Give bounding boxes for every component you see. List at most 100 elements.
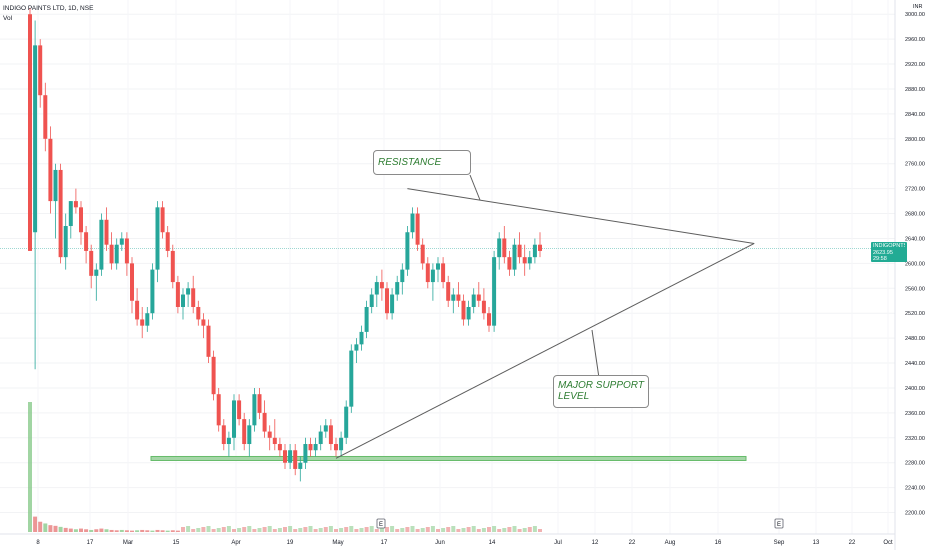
volume-label: Vol (3, 15, 13, 22)
support-annotation[interactable]: MAJOR SUPPORT LEVEL (553, 375, 649, 408)
candle-body (196, 306, 201, 320)
volume-bar (318, 528, 323, 532)
time-tick-label: 22 (629, 540, 636, 546)
time-tick-label: Aug (665, 540, 676, 546)
candle-body (109, 244, 114, 264)
candle-body (364, 306, 369, 332)
price-tick-label: 2200.00 (905, 511, 925, 517)
volume-bar (502, 528, 507, 532)
volume-bar (135, 530, 140, 532)
candle-body (400, 269, 405, 283)
candle-body (33, 45, 38, 233)
volume-bar (339, 528, 344, 532)
volume-bar (436, 529, 440, 532)
time-tick-label: 15 (173, 540, 180, 546)
candle-body (135, 300, 140, 320)
price-tick-label: 2840.00 (905, 112, 925, 118)
time-tick-label: Oct (883, 540, 893, 546)
price-tick-label: 2520.00 (905, 311, 925, 317)
candle-body (410, 213, 415, 233)
candle-body (476, 294, 481, 301)
volume-bar (232, 529, 236, 532)
candle-body (471, 294, 476, 307)
candle-body (430, 269, 435, 283)
candle-body (68, 201, 73, 227)
candle-body (354, 344, 359, 351)
volume-bar (441, 528, 446, 532)
candle-body (252, 394, 257, 426)
volume-bar (512, 526, 517, 532)
volume-bar (242, 527, 247, 532)
volume-bar (89, 529, 94, 532)
candle-body (481, 300, 486, 314)
candle-body (298, 462, 303, 469)
resistance-trend-line (407, 188, 755, 244)
candles (28, 8, 542, 482)
volume-bar (400, 528, 405, 532)
candle-body (150, 269, 155, 314)
resistance-annotation[interactable]: RESISTANCE (373, 150, 471, 175)
volume-bar (328, 526, 333, 532)
volume-bar (28, 402, 32, 532)
candle-body (216, 394, 221, 426)
volume-bar (481, 528, 486, 532)
volume-bar (395, 529, 400, 532)
candle-body (339, 437, 344, 451)
candle-body (522, 257, 527, 264)
volume-bar (451, 526, 456, 532)
candle-body (446, 282, 451, 301)
candle-body (257, 394, 262, 413)
candle-body (532, 244, 537, 258)
volume-bar (364, 527, 369, 532)
volume-bar (262, 527, 267, 532)
price-tick-label: 2400.00 (905, 386, 925, 392)
volume-bar (277, 528, 282, 532)
volume-bar (344, 527, 349, 532)
candle-body (43, 95, 48, 139)
candle-body (267, 431, 272, 438)
candle-body (313, 444, 318, 451)
candle-body (288, 450, 293, 463)
volume-bar (119, 529, 124, 532)
candle-body (48, 138, 53, 202)
candle-body (497, 238, 502, 258)
volume-bar (68, 528, 73, 532)
volume-bar (461, 528, 466, 532)
candle-body (186, 288, 191, 295)
volume-bar (99, 528, 104, 532)
volume-bar (293, 529, 298, 532)
volume-bar (538, 529, 542, 532)
time-tick-label: Jul (554, 540, 562, 546)
volume-bar (415, 529, 420, 532)
time-tick-label: 13 (813, 540, 820, 546)
volume-bar (527, 527, 532, 532)
volume-bar (369, 526, 374, 532)
candle-body (206, 325, 211, 357)
candle-body (308, 444, 313, 451)
volume-bar (420, 528, 425, 532)
candle-body (165, 232, 170, 251)
candle-body (237, 400, 242, 420)
volume-bar (181, 527, 185, 532)
current-price-tag: INDIGOPNTS 2623.95 29:58 (871, 242, 907, 262)
volume-bar (211, 529, 216, 532)
volume-bar (354, 529, 359, 532)
price-tick-label: 2760.00 (905, 162, 925, 168)
volume-bar (53, 525, 58, 532)
candle-body (395, 282, 400, 295)
volume-bars (28, 402, 542, 532)
candle-body (420, 244, 425, 264)
candle-body (58, 169, 63, 258)
grid (0, 13, 895, 514)
candle-body (293, 450, 298, 469)
price-tick-label: 2800.00 (905, 137, 925, 143)
volume-bar (425, 527, 430, 532)
volume-bar (379, 528, 384, 532)
candle-body (191, 288, 196, 307)
volume-bar (323, 527, 328, 532)
time-tick-label: Jun (435, 540, 445, 546)
candle-body (538, 244, 542, 251)
